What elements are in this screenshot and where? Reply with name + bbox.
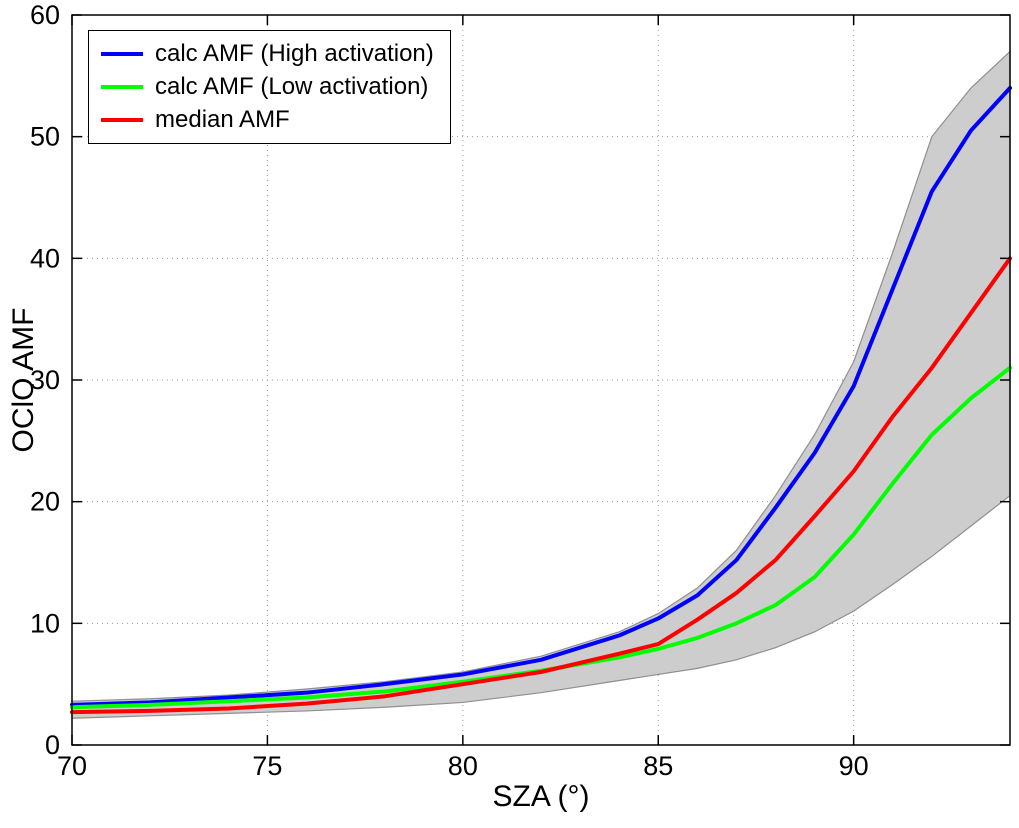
series-line-low-activation <box>70 365 1012 710</box>
y-axis-label: OClO AMF <box>7 307 40 453</box>
x-tick-label: 70 <box>57 751 87 781</box>
y-tick-label: 40 <box>30 243 60 273</box>
legend-line-median-icon <box>101 118 143 122</box>
legend-item-high-activation: calc AMF (High activation) <box>101 40 434 68</box>
legend-line-high-activation-icon <box>101 52 143 56</box>
y-tick-label: 10 <box>30 608 60 638</box>
y-tick-label: 0 <box>45 730 60 760</box>
series-line-median <box>70 256 1012 715</box>
legend-label-high-activation: calc AMF (High activation) <box>155 40 434 67</box>
legend: calc AMF (High activation) calc AMF (Low… <box>88 30 451 144</box>
legend-item-median: median AMF <box>101 106 434 134</box>
x-tick-label: 85 <box>643 751 673 781</box>
y-tick-label: 60 <box>30 0 60 30</box>
legend-label-median: median AMF <box>155 106 290 133</box>
x-axis-label: SZA (°) <box>492 780 590 813</box>
y-tick-label: 20 <box>30 487 60 517</box>
y-tick-label: 30 <box>30 365 60 395</box>
x-tick-label: 80 <box>448 751 478 781</box>
legend-line-low-activation-icon <box>101 85 143 89</box>
legend-item-low-activation: calc AMF (Low activation) <box>101 73 434 101</box>
series-line-high-activation <box>70 86 1012 707</box>
y-tick-label: 50 <box>30 122 60 152</box>
x-tick-label: 90 <box>839 751 869 781</box>
x-tick-label: 75 <box>252 751 282 781</box>
legend-label-low-activation: calc AMF (Low activation) <box>155 73 429 100</box>
